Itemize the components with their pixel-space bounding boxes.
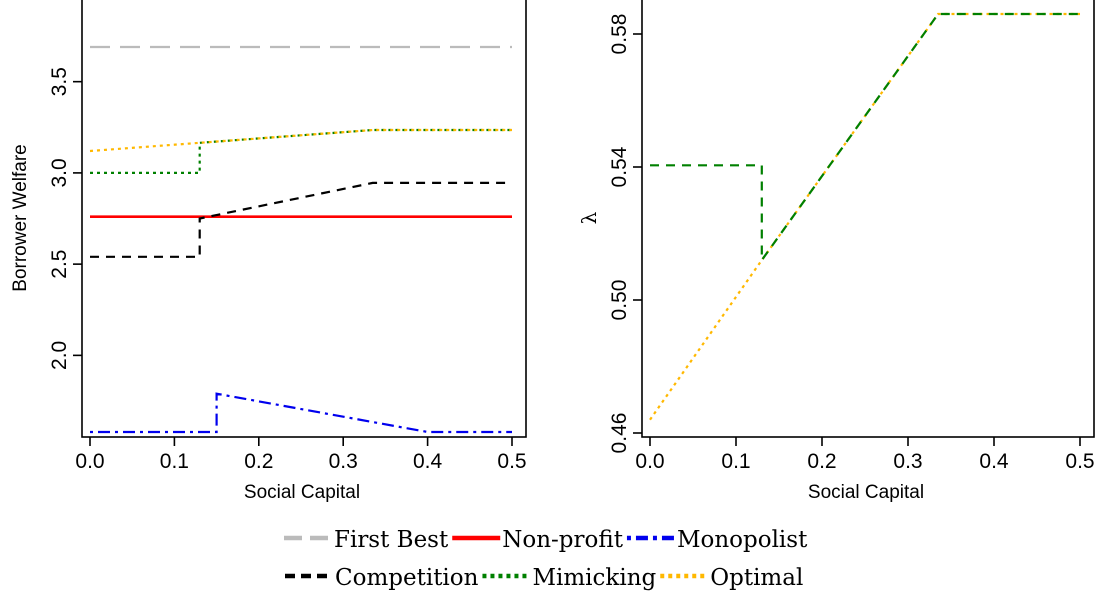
left-x-tick-label: 0.5 [497,450,526,473]
left-panel-borrower-welfare: Social Capital Borrower Welfare 0.0 0.1 0.… [10,0,527,503]
right-y-axis-title: λ [577,211,601,224]
left-y-tick-label: 2.0 [48,341,71,370]
right-plot-frame [641,0,1095,438]
left-plot-frame [81,0,527,438]
left-y-axis-title: Borrower Welfare [10,144,31,291]
right-y-tick-label: 0.50 [608,280,631,321]
right-series-mimicking [650,12,1080,264]
legend-label-monopolist: Monopolist [677,527,808,553]
legend-label-competition: Competition [335,565,479,591]
right-x-tick-label: 0.1 [721,450,750,473]
legend-label-first-best: First Best [334,527,449,553]
right-panel-lambda: Social Capital λ 0.0 0.1 0.2 0.3 0.4 0.5 0.46 0… [577,0,1095,503]
right-x-tick-label: 0.2 [807,450,836,473]
right-y-tick-label: 0.58 [608,14,631,55]
legend-label-mimicking: Mimicking [532,565,656,591]
left-series-competition [90,181,512,258]
left-series-mimicking [90,128,512,174]
left-series-optimal [89,128,512,153]
left-x-tick-label: 0.1 [160,450,189,473]
left-x-tick-label: 0.0 [75,450,104,473]
right-x-tick-label: 0.3 [893,450,922,473]
legend-label-optimal: Optimal [710,565,803,591]
left-y-tick-label: 2.5 [48,250,71,279]
left-x-axis-title: Social Capital [244,482,360,503]
left-y-tick-label: 3.5 [48,67,71,96]
right-y-tick-label: 0.54 [608,146,631,187]
right-y-tick-label: 0.46 [608,413,631,454]
left-x-tick-label: 0.2 [244,450,273,473]
left-series-monopolist [90,392,512,434]
right-x-tick-label: 0.0 [635,450,664,473]
right-x-axis-title: Social Capital [808,482,924,503]
right-x-tick-label: 0.4 [979,450,1009,473]
left-y-tick-label: 3.0 [48,158,71,187]
right-series-optimal [649,12,1080,421]
legend: First Best Non-profit Monopolist Competitio… [284,527,808,591]
legend-label-non-profit: Non-profit [502,527,623,553]
left-x-tick-label: 0.4 [413,450,443,473]
right-x-tick-label: 0.5 [1065,450,1094,473]
left-x-tick-label: 0.3 [329,450,358,473]
